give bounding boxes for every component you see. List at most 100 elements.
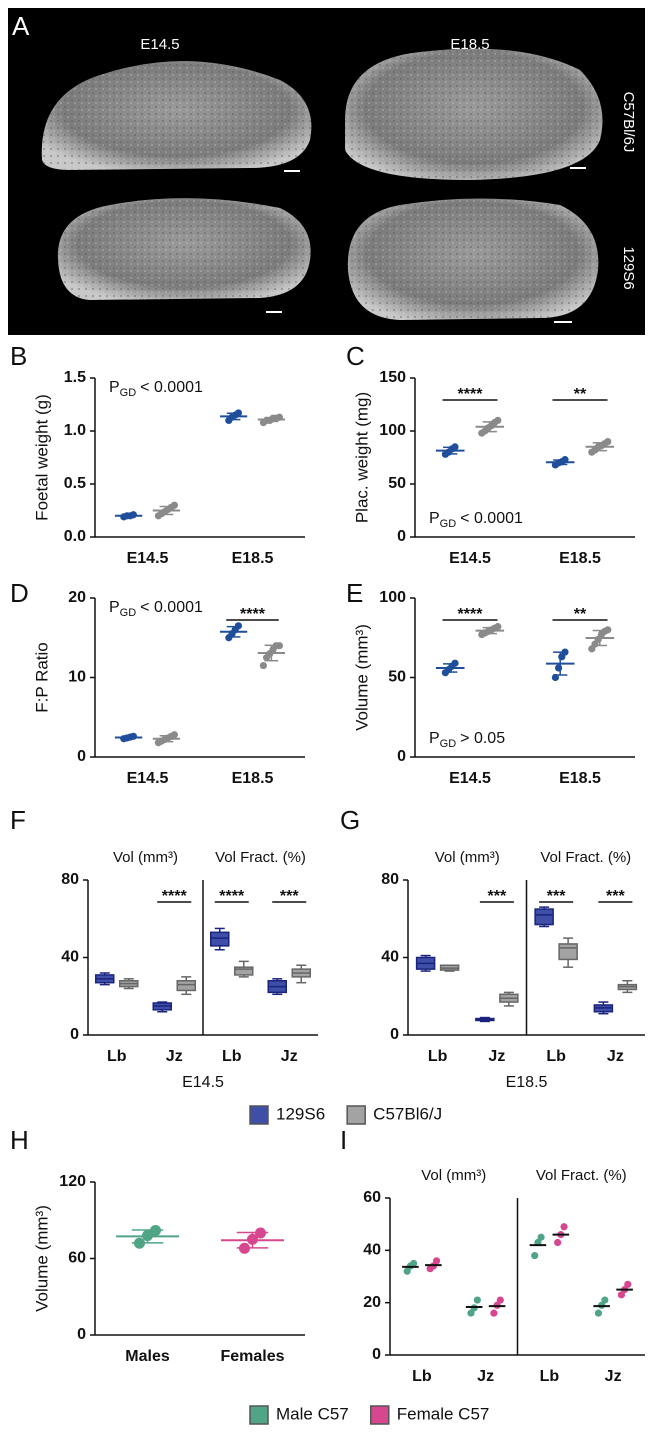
significance-label: *** <box>547 888 566 905</box>
panel: H 0 60 120 Males Females Volume (mm³) <box>10 1125 305 1365</box>
annotation-part: GD <box>120 607 137 619</box>
x-tick-label: Females <box>220 1348 284 1365</box>
annotation-part: GD <box>440 518 457 530</box>
row-label: C57Bl/6J <box>620 92 637 153</box>
x-tick-label: Lb <box>428 1048 448 1065</box>
annotation-part: < 0.0001 <box>140 599 203 616</box>
dot <box>496 1296 504 1304</box>
dot <box>617 1291 626 1299</box>
x-tick-label: E14.5 <box>127 550 169 567</box>
dot <box>432 1257 441 1265</box>
y-tick-label: 1.0 <box>64 422 86 439</box>
significance-label: **** <box>240 606 266 623</box>
annotation-part: < 0.0001 <box>460 510 523 527</box>
legend-swatch <box>249 1105 269 1125</box>
dot <box>551 673 560 682</box>
panel: D 0 10 20 E14.5 E18.5 F:P Ratio PGD < 0.0001 **** <box>10 578 305 787</box>
x-tick-label: Lb <box>546 1048 566 1065</box>
column-label: E18.5 <box>450 36 489 53</box>
y-tick-label: 0.5 <box>64 475 86 492</box>
dot <box>594 1309 603 1317</box>
y-tick-label: 50 <box>388 669 406 686</box>
annotation: PGD > 0.05 <box>429 730 505 750</box>
legend-swatch <box>346 1105 366 1125</box>
x-tick-label: E14.5 <box>127 770 169 787</box>
annotation: PGD < 0.0001 <box>109 379 203 399</box>
dot <box>467 1309 475 1317</box>
y-tick-label: 1.5 <box>64 369 86 386</box>
panel-letter: D <box>10 578 29 608</box>
dot <box>554 1238 562 1247</box>
x-tick-label: E14.5 <box>449 770 491 787</box>
annotation-part: GD <box>440 738 457 750</box>
panel-letter: B <box>10 341 27 371</box>
group-label: Vol Fract. (%) <box>536 1167 627 1184</box>
dot <box>555 664 563 672</box>
y-tick-label: 0 <box>372 1346 381 1363</box>
dot <box>560 1223 568 1231</box>
legend-swatch <box>249 1405 269 1425</box>
x-tick-label: E18.5 <box>232 770 274 787</box>
dot <box>129 732 137 740</box>
y-tick-label: 0 <box>397 748 406 765</box>
annotation-part: GD <box>120 387 137 399</box>
group-label: Vol Fract. (%) <box>215 849 306 866</box>
panel: E 0 50 100 E14.5 E18.5 Volume (mm³) PGD > 0.05 **… <box>346 578 635 787</box>
annotation-part: < 0.0001 <box>140 379 203 396</box>
y-tick-label: 40 <box>61 949 79 966</box>
annotation-part: > 0.05 <box>460 730 505 747</box>
dot <box>473 1296 481 1304</box>
x-tick-label: E18.5 <box>559 550 601 567</box>
x-axis-label: E18.5 <box>506 1074 548 1091</box>
x-tick-label: Jz <box>477 1368 494 1385</box>
y-axis-label: Volume (mm³) <box>32 1205 51 1312</box>
group-label: Vol (mm³) <box>421 1167 486 1184</box>
dot <box>604 626 612 634</box>
row-label: 129S6 <box>620 246 637 289</box>
x-tick-label: Jz <box>605 1368 622 1385</box>
panel-letter: E <box>346 578 363 608</box>
significance-label: *** <box>280 888 299 905</box>
box <box>210 931 230 947</box>
y-tick-label: 150 <box>379 369 406 386</box>
panel: C 0 50 100 150 E14.5 E18.5 Plac. weight (mg) PGD… <box>346 341 635 567</box>
y-tick-label: 0 <box>77 748 86 765</box>
y-tick-label: 10 <box>68 669 86 686</box>
placenta-texture <box>345 48 603 181</box>
dot <box>275 642 283 650</box>
x-tick-label: Jz <box>607 1048 624 1065</box>
x-axis-label: E14.5 <box>182 1074 224 1091</box>
y-tick-label: 80 <box>61 871 79 888</box>
dot <box>451 659 459 667</box>
dot <box>451 443 459 451</box>
dot <box>601 1296 609 1304</box>
annotation: PGD < 0.0001 <box>109 599 203 619</box>
panel-letter: C <box>346 341 365 371</box>
dot <box>234 622 242 630</box>
y-tick-label: 100 <box>379 422 406 439</box>
significance-label: *** <box>606 888 625 905</box>
placenta-texture <box>347 198 599 320</box>
x-tick-label: Jz <box>281 1048 298 1065</box>
box <box>176 980 196 992</box>
annotation-part: P <box>429 510 440 527</box>
annotation-part: P <box>429 730 440 747</box>
legend-label: Female C57 <box>397 1404 490 1423</box>
y-axis-label: Volume (mm³) <box>352 624 371 731</box>
box <box>558 943 578 961</box>
annotation-part: P <box>109 599 120 616</box>
placenta-texture <box>57 198 311 300</box>
y-axis-label: F:P Ratio <box>32 642 51 713</box>
y-axis-label: Foetal weight (g) <box>32 394 51 521</box>
y-tick-label: 80 <box>381 871 399 888</box>
y-tick-label: 0 <box>390 1026 399 1043</box>
y-tick-label: 40 <box>363 1242 381 1259</box>
y-tick-label: 0.0 <box>64 528 86 545</box>
x-tick-label: E14.5 <box>449 550 491 567</box>
significance-label: *** <box>488 888 507 905</box>
significance-label: ** <box>574 606 587 623</box>
dot <box>410 1259 418 1268</box>
y-tick-label: 60 <box>68 1250 86 1267</box>
